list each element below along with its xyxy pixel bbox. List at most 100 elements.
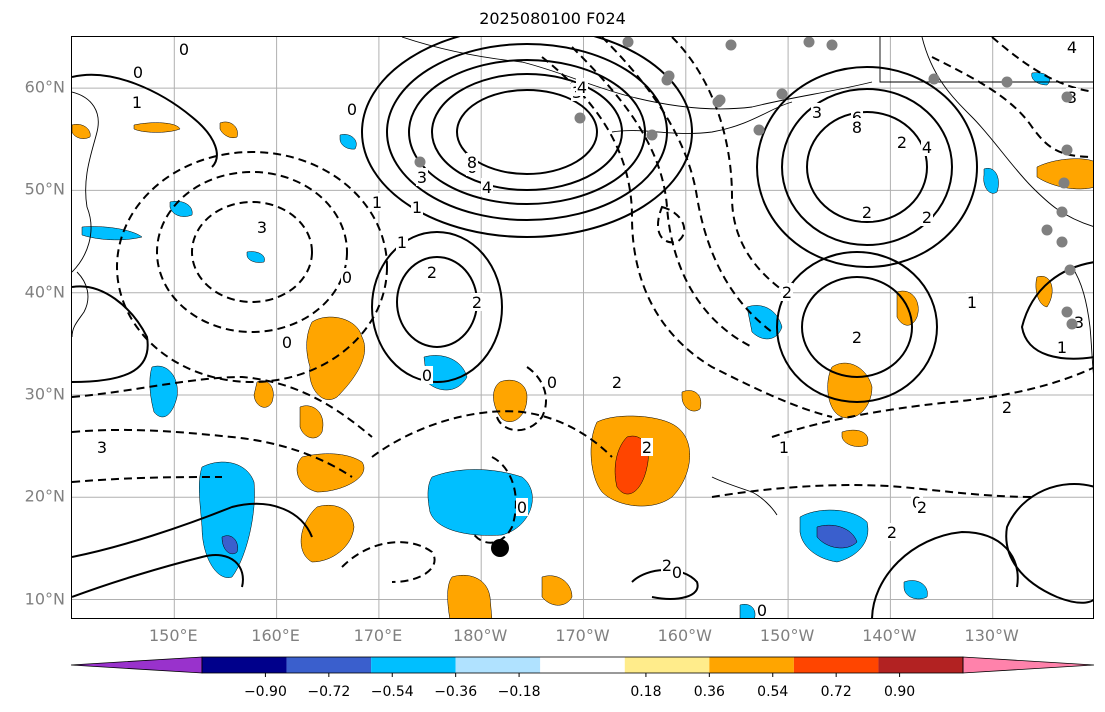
contour-label-background — [886, 523, 898, 541]
colorbar-segment — [455, 657, 541, 673]
contour-label-background — [481, 178, 493, 196]
contour-labels: 0000000000001111111222222222222233333334… — [96, 38, 1085, 618]
contour-positive — [456, 89, 598, 175]
contour-negative — [72, 476, 223, 483]
colorbar-tick-label: −0.54 — [370, 684, 414, 700]
positive-anomaly-region — [841, 429, 869, 447]
colorbar-segment — [709, 657, 794, 673]
longitude-label: 180°W — [453, 626, 508, 645]
contour-positive — [72, 554, 244, 598]
contour-negative — [671, 37, 793, 298]
station-marker — [1061, 91, 1073, 103]
contour-label-background — [1056, 338, 1068, 356]
contour-label-background — [756, 601, 768, 618]
contour-negative — [571, 46, 753, 348]
longitude-label: 170°W — [555, 626, 610, 645]
contour-positive — [871, 530, 1019, 618]
station-marker — [661, 74, 673, 86]
negative-anomaly-region — [816, 524, 858, 549]
contour-label: 0 — [179, 40, 189, 59]
contour-label: 4 — [577, 78, 587, 97]
contour-label-background — [851, 118, 863, 136]
contour-label: 1 — [967, 293, 977, 312]
positive-anomaly-region — [447, 574, 493, 618]
station-marker — [1058, 177, 1070, 189]
longitude-label: 130°W — [964, 626, 1019, 645]
contour-label: 0 — [517, 498, 527, 517]
negative-anomaly-region — [169, 201, 193, 217]
contour-label-background — [421, 366, 433, 384]
negative-anomaly-region — [739, 604, 756, 618]
colorbar-tick-label: −0.90 — [243, 684, 287, 700]
station-marker — [826, 39, 838, 51]
colorbar-segment — [202, 657, 287, 673]
contour-positive — [408, 59, 646, 205]
negative-anomaly-region — [221, 535, 238, 555]
latitude-label: 30°N — [24, 384, 65, 404]
station-markers — [414, 37, 1078, 330]
colorbar-segment — [793, 657, 879, 673]
positive-anomaly-region — [493, 379, 528, 422]
contour-label-background — [1001, 398, 1013, 416]
contour-negative — [191, 201, 313, 303]
graticule — [72, 37, 1093, 618]
contour-label: 1 — [1057, 338, 1067, 357]
negative-anomaly-region — [746, 305, 783, 340]
contour-label: 3 — [257, 218, 267, 237]
contour-label: 2 — [1002, 398, 1012, 417]
contour-label-background — [471, 293, 483, 311]
latitude-label: 50°N — [24, 179, 65, 199]
colorbar-segment — [286, 657, 372, 673]
contour-label-background — [921, 208, 933, 226]
shaded-anomalies — [72, 72, 1093, 618]
colorbar-tick-label: −0.72 — [307, 684, 351, 700]
latitude-label: 20°N — [24, 486, 65, 506]
contour-label-background — [611, 373, 623, 391]
contour-positive — [806, 111, 928, 223]
contour-negative — [991, 37, 1093, 93]
positive-anomaly-region — [72, 124, 91, 139]
contour-label: 0 — [282, 333, 292, 352]
contour-positive — [386, 43, 668, 221]
contour-negative — [931, 56, 1093, 158]
contour-label-background — [1066, 38, 1078, 56]
colorbar-outline — [201, 656, 964, 674]
contour-label: 0 — [347, 100, 357, 119]
positive-anomaly-region — [681, 390, 702, 412]
contour-label: 2 — [427, 263, 437, 282]
contour-negative — [541, 56, 833, 418]
contour-label: 4 — [482, 178, 492, 197]
negative-anomaly-region — [246, 251, 265, 263]
station-marker — [928, 73, 940, 85]
colorbar-segment — [371, 657, 456, 673]
contour-label: 3 — [812, 103, 822, 122]
negative-anomaly-region — [149, 365, 178, 418]
colorbar-segment — [624, 657, 710, 673]
contour-label: 2 — [897, 133, 907, 152]
contour-label: 0 — [672, 563, 682, 582]
negative-anomaly-region — [983, 167, 999, 194]
contour-label: 0 — [547, 373, 557, 392]
contour-label-background — [546, 373, 558, 391]
positive-anomaly-region — [133, 122, 181, 133]
contour-label-background — [896, 133, 908, 151]
colorbar-tick-label: −0.18 — [497, 684, 541, 700]
station-marker — [622, 37, 634, 48]
colorbar-extend-low — [70, 656, 203, 674]
positive-anomaly-region — [1036, 158, 1093, 190]
contour-label-background — [178, 40, 190, 58]
contour-label: 3 — [97, 438, 107, 457]
contour-negative — [601, 37, 773, 333]
contour-label: 0 — [342, 268, 352, 287]
contour-positive — [361, 37, 693, 238]
colorbar-tick-label: 0.18 — [630, 684, 662, 700]
contour-label-background — [426, 263, 438, 281]
longitude-label: 170°E — [353, 626, 403, 645]
contour-label: 2 — [782, 283, 792, 302]
contour-positive — [776, 251, 938, 403]
contour-label-background — [811, 103, 823, 121]
contour-label: 3 — [417, 168, 427, 187]
negative-anomaly-region — [339, 134, 357, 150]
station-marker — [1061, 306, 1073, 318]
positive-anomaly-region — [296, 453, 365, 493]
